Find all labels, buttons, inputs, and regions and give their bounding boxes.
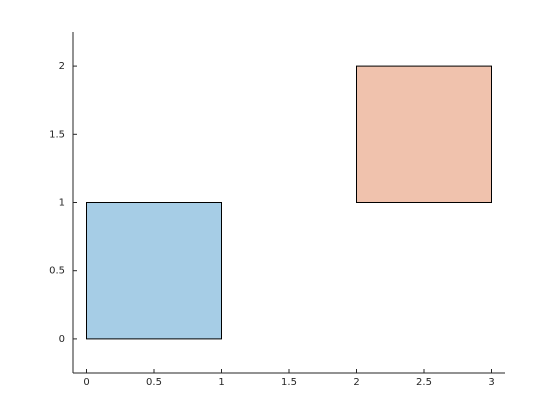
y-tick-label: 2 bbox=[59, 61, 65, 72]
y-tick-label: 0 bbox=[59, 334, 65, 345]
y-tick-label: 0.5 bbox=[49, 266, 65, 277]
x-tick-label: 0.5 bbox=[146, 377, 162, 388]
x-tick-label: 2 bbox=[353, 377, 359, 388]
y-tick-label: 1.5 bbox=[49, 129, 65, 140]
x-tick-label: 1 bbox=[218, 377, 224, 388]
x-tick-label: 2.5 bbox=[416, 377, 432, 388]
rectangle bbox=[356, 65, 492, 203]
y-tick-label: 1 bbox=[59, 198, 65, 209]
x-tick-label: 0 bbox=[83, 377, 89, 388]
rectangle bbox=[86, 202, 222, 340]
x-tick-label: 3 bbox=[488, 377, 494, 388]
x-tick-label: 1.5 bbox=[281, 377, 297, 388]
